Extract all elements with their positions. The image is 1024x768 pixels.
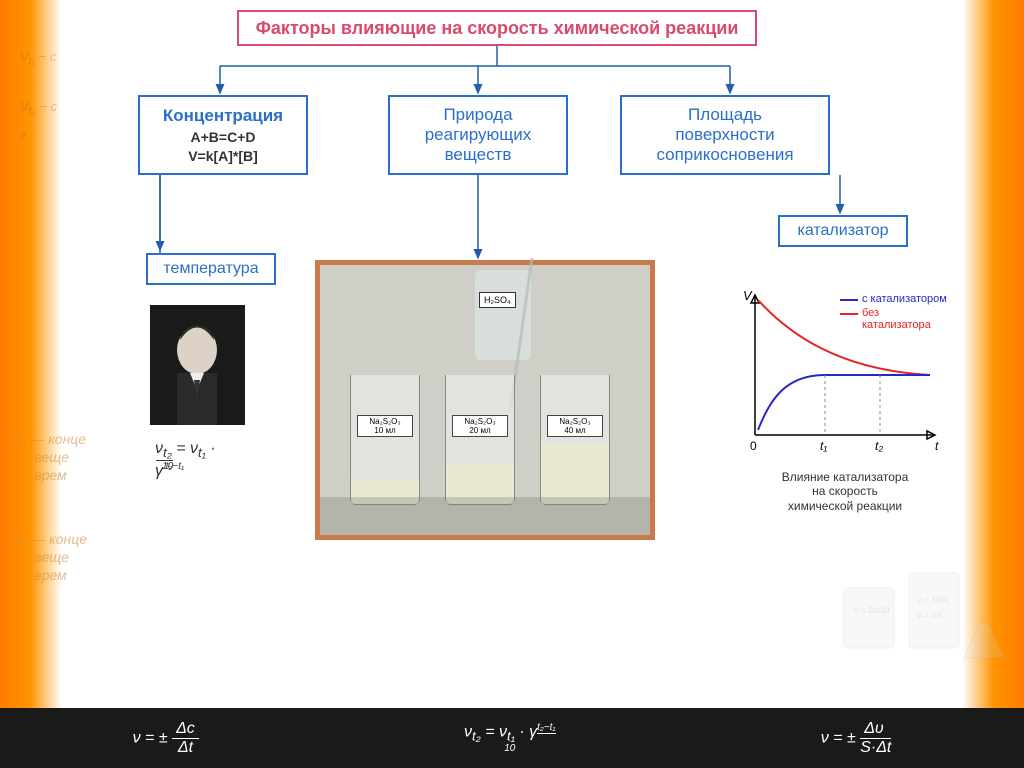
factor-concentration: Концентрация A+B=C+D V=k[A]*[B] <box>138 95 308 175</box>
cat-cap-2: на скорость <box>750 484 940 498</box>
cat-cap-1: Влияние катализатора <box>750 470 940 484</box>
legend-without: без катализатора <box>862 307 950 331</box>
content-area: Факторы влияющие на скорость химической … <box>70 0 954 703</box>
svg-text:0: 0 <box>750 439 757 453</box>
bottle-label: H₂SO₄ <box>479 292 516 308</box>
beaker-3-chem: Na₂S₂O₃ <box>550 417 600 426</box>
title-box: Факторы влияющие на скорость химической … <box>237 10 757 46</box>
svg-text:ν = m/...: ν = m/... <box>917 610 949 620</box>
concentration-eq1: A+B=C+D <box>191 129 256 145</box>
svg-text:t₂: t₂ <box>875 439 883 453</box>
surface-l1: Площадь <box>688 105 762 125</box>
temperature-label: температура <box>163 260 258 278</box>
catalyst-label: катализатор <box>797 222 888 240</box>
legend-with-text: с катализатором <box>862 293 947 305</box>
factor-catalyst: катализатор <box>778 215 908 247</box>
catalyst-graph: V 0 t₁ t₂ t с катализатором без катализа… <box>730 280 950 460</box>
beaker-2: Na₂S₂O₃ 20 мл <box>445 375 515 505</box>
bottom-formula-2: νt₂ = νt₁ · γt₂−t₁10 <box>464 722 556 755</box>
beaker-2-label: Na₂S₂O₃ 20 мл <box>452 415 508 437</box>
legend-with: с катализатором <box>862 293 947 305</box>
beaker-2-chem: Na₂S₂O₃ <box>455 417 505 426</box>
bottom-formula-bar: ν = ± ΔcΔt νt₂ = νt₁ · γt₂−t₁10 ν = ± Δυ… <box>0 708 1024 768</box>
arrhenius-equation: νt₂ = νt₁ · γ t₂−t₁10 <box>155 440 238 481</box>
surface-l3: соприкосновения <box>656 145 793 165</box>
cat-cap-3: химической реакции <box>750 499 940 513</box>
surface-l2: поверхности <box>675 125 774 145</box>
bottom-formula-1: ν = ± ΔcΔt <box>133 720 199 757</box>
experiment-photo: H₂SO₄ Na₂S₂O₃ 10 мл Na₂S₂O₃ 20 мл Na₂S₂O… <box>315 260 655 540</box>
beaker-3-label: Na₂S₂O₃ 40 мл <box>547 415 603 437</box>
factor-surface: Площадь поверхности соприкосновения <box>620 95 830 175</box>
nature-l2: реагирующих <box>425 125 532 145</box>
beaker-1: Na₂S₂O₃ 10 мл <box>350 375 420 505</box>
beaker-3-vol: 40 мл <box>550 426 600 435</box>
svg-text:t₁: t₁ <box>820 439 827 453</box>
concentration-eq2: V=k[A]*[B] <box>188 148 258 164</box>
nature-l3: веществ <box>445 145 512 165</box>
svg-text:t: t <box>935 439 939 453</box>
beaker-1-label: Na₂S₂O₃ 10 мл <box>357 415 413 437</box>
beaker-3: Na₂S₂O₃ 40 мл <box>540 375 610 505</box>
beaker-1-vol: 10 мл <box>360 426 410 435</box>
nature-l1: Природа <box>443 105 512 125</box>
ylabel: V <box>743 288 753 303</box>
svg-text:ν = Δc/Δt: ν = Δc/Δt <box>854 605 890 615</box>
faded-lab-graphics: ν = Δc/Δt ν = N/At ν = m/... <box>814 518 1014 698</box>
legend-without-text: без катализатора <box>862 307 931 331</box>
faded-label-c1: c₁ — конце веще врем <box>15 430 86 485</box>
title-text: Факторы влияющие на скорость химической … <box>256 18 739 39</box>
scientist-portrait <box>150 305 245 425</box>
bottle-chem: H₂SO₄ <box>484 295 511 305</box>
beaker-2-vol: 20 мл <box>455 426 505 435</box>
factor-nature: Природа реагирующих веществ <box>388 95 568 175</box>
factor-temperature: температура <box>146 253 276 285</box>
faded-label-c2: c₂ — конце веще врем <box>15 530 87 585</box>
bottom-formula-3: ν = ± ΔυS·Δt <box>821 720 892 757</box>
beaker-1-chem: Na₂S₂O₃ <box>360 417 410 426</box>
catalyst-caption: Влияние катализатора на скорость химичес… <box>750 470 940 513</box>
concentration-title: Концентрация <box>163 106 283 126</box>
svg-text:ν = N/At: ν = N/At <box>917 595 950 605</box>
